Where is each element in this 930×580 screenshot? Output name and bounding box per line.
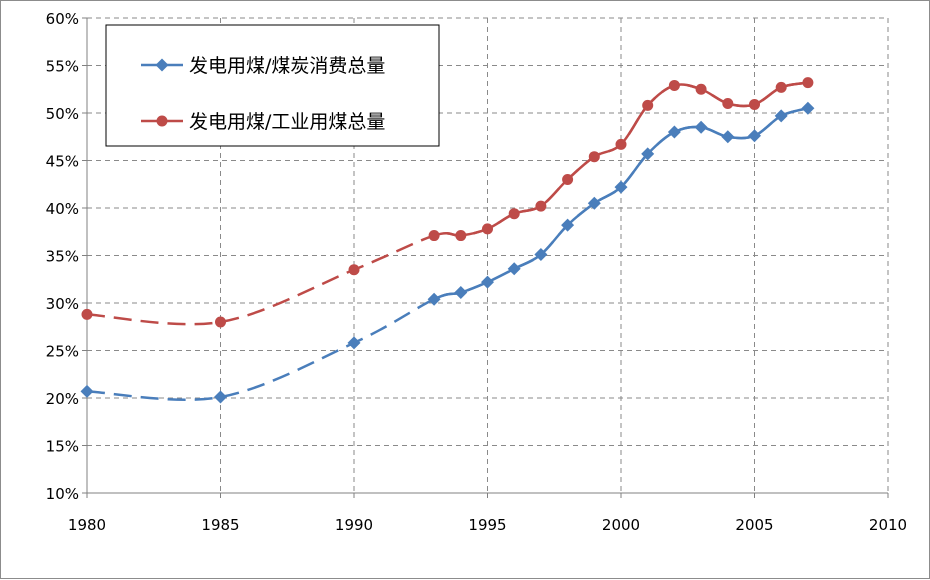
data-point-circle: [775, 81, 787, 93]
legend-label-industrial-coal: 发电用煤/工业用煤总量: [189, 111, 385, 133]
x-tick-label: 1995: [468, 516, 506, 534]
data-point-diamond: [481, 275, 494, 289]
data-point-diamond: [534, 248, 548, 262]
legend-diamond-marker: [155, 58, 169, 72]
x-tick-label: 2000: [602, 516, 640, 534]
y-tick-label: 45%: [46, 153, 79, 171]
data-point-circle: [562, 174, 574, 185]
data-point-circle: [428, 230, 440, 242]
data-point-diamond: [214, 390, 227, 404]
data-point-diamond: [801, 101, 815, 115]
data-point-diamond: [748, 129, 761, 143]
data-point-circle: [642, 99, 654, 111]
y-tick-label: 50%: [46, 105, 79, 123]
data-point-circle: [348, 264, 360, 276]
y-tick-label: 15%: [46, 438, 79, 456]
data-point-diamond: [721, 130, 735, 144]
data-point-circle: [615, 138, 627, 150]
data-point-circle: [722, 98, 734, 109]
data-point-diamond: [667, 125, 681, 139]
legend-entry-coal-consumption: 发电用煤/煤炭消费总量: [141, 55, 385, 77]
x-tick-label: 1980: [68, 516, 106, 534]
data-point-diamond: [427, 292, 441, 306]
data-point-diamond: [507, 262, 521, 276]
data-point-circle: [535, 200, 547, 212]
y-tick-label: 60%: [46, 10, 79, 28]
data-point-circle: [695, 83, 707, 95]
data-point-circle: [482, 223, 493, 235]
data-point-circle: [81, 308, 93, 320]
data-point-circle: [802, 77, 814, 89]
legend-circle-marker: [156, 115, 168, 127]
data-point-diamond: [641, 147, 655, 161]
y-tick-label: 20%: [46, 390, 79, 408]
data-point-circle: [749, 98, 760, 110]
tick-layer: 10% 15% 20% 25% 30% 35% 40% 45% 50% 55% 60% 1980 198…: [46, 10, 907, 534]
data-point-diamond: [454, 286, 468, 300]
data-point-diamond: [774, 109, 788, 123]
data-point-circle: [508, 208, 520, 220]
data-point-diamond: [561, 218, 575, 232]
data-point-diamond: [80, 384, 94, 398]
data-point-diamond: [587, 196, 601, 210]
data-point-circle: [455, 230, 467, 242]
data-point-circle: [215, 316, 226, 328]
data-point-diamond: [614, 180, 628, 194]
x-tick-label: 1990: [335, 516, 373, 534]
legend-entry-industrial-coal: 发电用煤/工业用煤总量: [141, 111, 385, 133]
data-point-diamond: [694, 120, 708, 134]
y-tick-label: 25%: [46, 343, 79, 361]
x-tick-label: 2010: [869, 516, 907, 534]
data-point-circle: [588, 151, 600, 163]
x-tick-label: 2005: [735, 516, 773, 534]
legend-label-coal-consumption: 发电用煤/煤炭消费总量: [189, 55, 385, 77]
data-point-circle: [668, 79, 680, 91]
y-tick-label: 10%: [46, 485, 79, 503]
data-point-diamond: [347, 336, 361, 350]
y-tick-label: 30%: [46, 295, 79, 313]
y-tick-label: 40%: [46, 200, 79, 218]
y-tick-label: 35%: [46, 248, 79, 266]
series-layer: [80, 77, 815, 404]
legend: 发电用煤/煤炭消费总量 发电用煤/工业用煤总量: [105, 24, 440, 147]
y-tick-label: 55%: [46, 58, 79, 76]
x-tick-label: 1985: [201, 516, 239, 534]
